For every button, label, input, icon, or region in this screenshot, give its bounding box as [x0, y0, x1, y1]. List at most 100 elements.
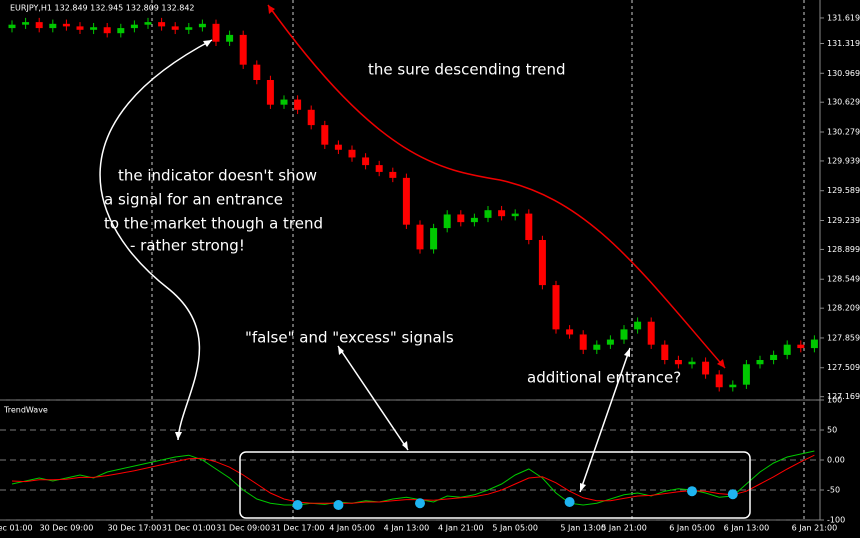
x-tick-label: 6 Jan 21:00	[792, 524, 838, 533]
signals-box	[239, 451, 751, 519]
x-tick-label: 5 Jan 05:00	[492, 524, 538, 533]
candle-body	[634, 321, 642, 330]
candle-body	[117, 28, 125, 34]
candle-body	[443, 214, 451, 229]
x-tick-label: 4 Jan 21:00	[438, 524, 484, 533]
candle-body	[49, 23, 57, 29]
candle-body	[470, 217, 478, 223]
day-separators	[151, 0, 805, 520]
y-tick-label: 128.899	[827, 245, 860, 254]
candle-body	[511, 213, 519, 217]
x-tick-label: 4 Jan 13:00	[384, 524, 430, 533]
signal-dot	[727, 489, 738, 500]
candle-body	[783, 344, 791, 355]
signal-dot	[292, 500, 303, 510]
candle-body	[76, 26, 84, 30]
x-tick-label: 31 Dec 17:00	[271, 524, 325, 533]
candle-body	[552, 285, 560, 330]
candle-body	[498, 210, 506, 217]
y-tick-label: 129.239	[827, 216, 860, 225]
indicator-title: TrendWave	[3, 406, 48, 415]
candle-body	[593, 344, 601, 350]
candle-body	[226, 34, 234, 42]
indicator-line	[11, 450, 815, 506]
x-tick-label: 6 Jan 13:00	[724, 524, 770, 533]
x-tick-label: Dec 01:00	[0, 524, 33, 533]
candle-body	[8, 24, 16, 29]
x-tick-label: 6 Jan 05:00	[669, 524, 715, 533]
candle-body	[525, 213, 533, 240]
candle-body	[253, 64, 261, 80]
signal-dot	[333, 500, 344, 510]
y-tick-label: 130.279	[827, 128, 860, 137]
x-tick-label: 4 Jan 05:00	[329, 524, 375, 533]
candle-body	[375, 165, 383, 172]
signal-arrows	[337, 345, 631, 493]
candle-body	[674, 360, 682, 365]
y-tick-label: 131.319	[827, 39, 860, 48]
y-tick-label: 0.00	[827, 456, 845, 465]
candle-body	[321, 125, 329, 145]
y-tick-label: 127.169	[827, 392, 860, 401]
y-tick-label: 127.509	[827, 363, 860, 372]
candle-body	[688, 361, 696, 365]
y-tick-label: 100	[827, 396, 842, 405]
candle-body	[402, 177, 410, 225]
candle-body	[430, 228, 438, 250]
annotation: - rather strong!	[130, 237, 245, 255]
candle-body	[90, 27, 98, 30]
candle-body	[144, 22, 152, 25]
candle-body	[457, 214, 465, 223]
y-tick-label: 128.209	[827, 304, 860, 313]
candle-body	[606, 339, 614, 345]
y-tick-label: 50	[827, 426, 837, 435]
candle-body	[334, 144, 342, 150]
candle-body	[389, 171, 397, 178]
y-tick-label: 129.589	[827, 186, 860, 195]
x-tick-label: 31 Dec 01:00	[162, 524, 216, 533]
candle-body	[579, 334, 587, 350]
x-tick-label: 5 Jan 13:00	[560, 524, 606, 533]
candle-body	[35, 22, 43, 29]
y-tick-label: -100	[827, 516, 845, 525]
candle-body	[566, 329, 574, 335]
candle-body	[348, 149, 356, 158]
candle-body	[62, 23, 70, 27]
candle-body	[103, 27, 111, 34]
x-tick-label: 5 Jan 21:00	[601, 524, 647, 533]
candle-body	[294, 99, 302, 110]
candle-body	[212, 23, 220, 42]
chart-header: EURJPY,H1 132.849 132.945 132.809 132.84…	[10, 4, 195, 13]
x-tick-label: 31 Dec 09:00	[216, 524, 270, 533]
candle-body	[362, 157, 370, 166]
y-tick-label: 130.969	[827, 69, 860, 78]
candle-body	[770, 354, 778, 360]
indicator-line	[11, 454, 815, 504]
annotation: a signal for an entrance	[104, 191, 283, 209]
indicator-arrow	[99, 39, 213, 441]
candle-body	[280, 99, 288, 105]
annotation: to the market though a trend	[104, 215, 323, 233]
y-tick-label: 129.939	[827, 156, 860, 165]
annotation: the indicator doesn't show	[118, 167, 317, 185]
candle-body	[538, 240, 546, 286]
plot	[0, 17, 820, 521]
candle-body	[185, 27, 193, 30]
candle-body	[810, 339, 818, 349]
candle-body	[171, 26, 179, 30]
x-tick-label: 30 Dec 09:00	[39, 524, 93, 533]
candle-body	[130, 24, 138, 29]
annotation: additional entrance?	[527, 369, 681, 387]
candle-body	[239, 34, 247, 65]
y-tick-label: 130.629	[827, 98, 860, 107]
candle-body	[797, 344, 805, 349]
candle-body	[702, 361, 710, 375]
candle-body	[307, 109, 315, 126]
trend-arrow	[267, 4, 726, 369]
y-tick-label: 128.549	[827, 275, 860, 284]
x-tick-label: 30 Dec 17:00	[107, 524, 161, 533]
annotation: the sure descending trend	[368, 61, 566, 79]
candle-body	[484, 210, 492, 218]
